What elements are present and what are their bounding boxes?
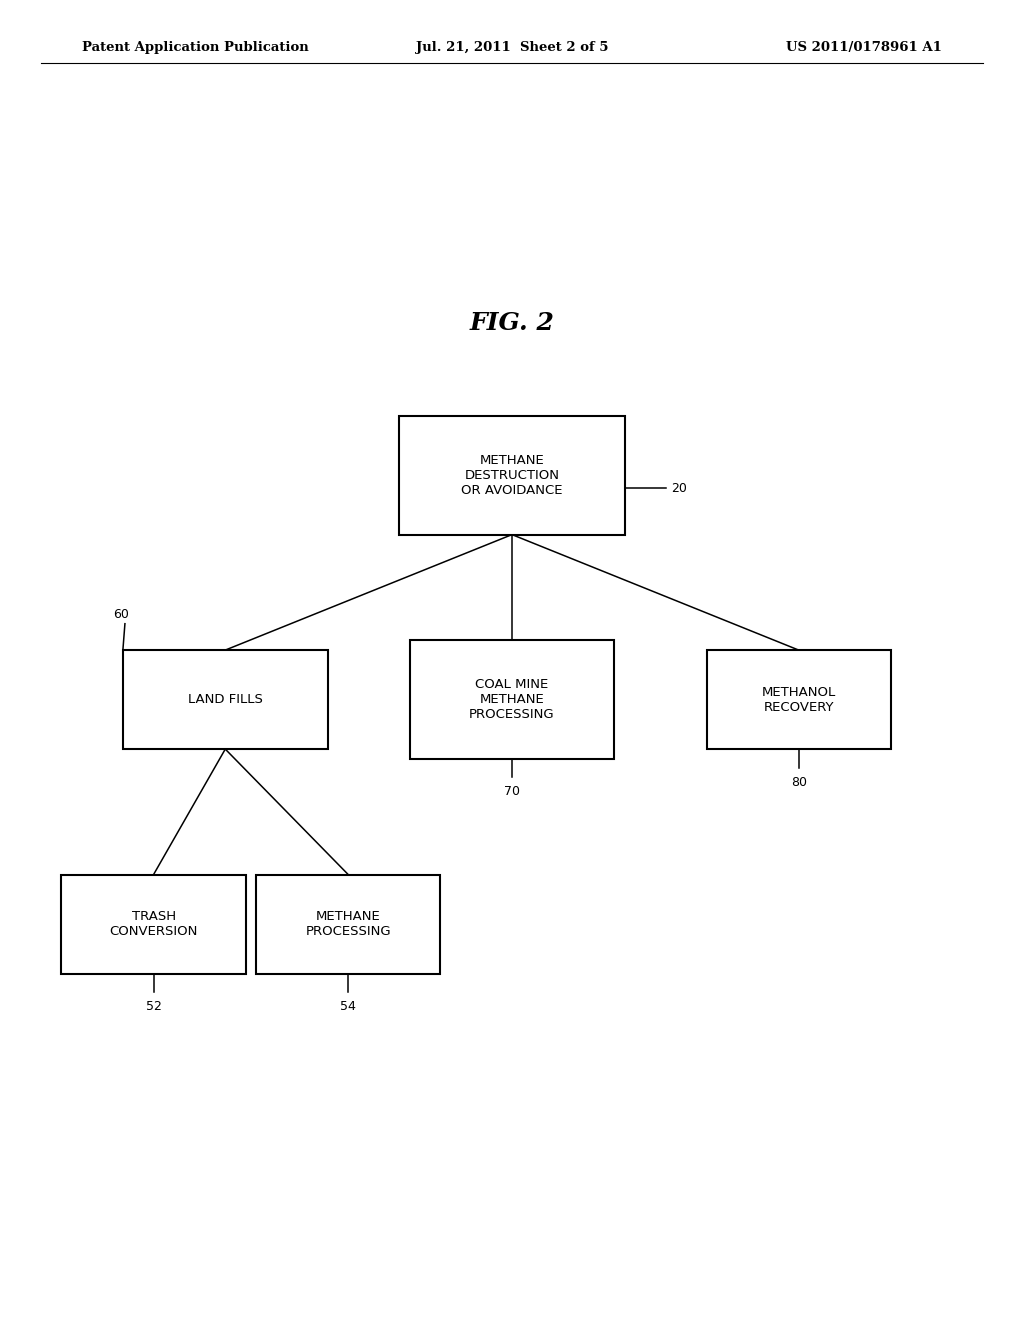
Text: LAND FILLS: LAND FILLS [187,693,263,706]
Text: COAL MINE
METHANE
PROCESSING: COAL MINE METHANE PROCESSING [469,678,555,721]
Text: METHANOL
RECOVERY: METHANOL RECOVERY [762,685,836,714]
Text: METHANE
PROCESSING: METHANE PROCESSING [305,909,391,939]
Text: 70: 70 [504,785,520,799]
Text: US 2011/0178961 A1: US 2011/0178961 A1 [786,41,942,54]
Text: METHANE
DESTRUCTION
OR AVOIDANCE: METHANE DESTRUCTION OR AVOIDANCE [461,454,563,496]
Text: 60: 60 [113,609,129,622]
Text: 80: 80 [791,776,807,788]
Text: Jul. 21, 2011  Sheet 2 of 5: Jul. 21, 2011 Sheet 2 of 5 [416,41,608,54]
Text: FIG. 2: FIG. 2 [470,312,554,335]
Text: 52: 52 [145,1001,162,1012]
Text: 20: 20 [671,482,687,495]
Text: 54: 54 [340,1001,356,1012]
Text: TRASH
CONVERSION: TRASH CONVERSION [110,909,198,939]
Text: Patent Application Publication: Patent Application Publication [82,41,308,54]
